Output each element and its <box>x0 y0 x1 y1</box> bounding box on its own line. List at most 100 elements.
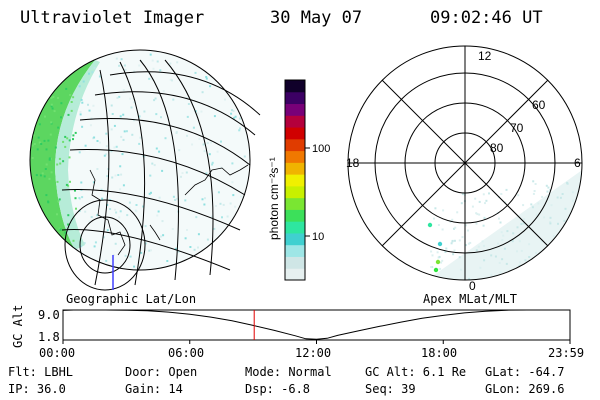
speckle-dot <box>490 273 493 276</box>
speckle-dot <box>536 267 539 270</box>
polar-diagonal <box>381 79 549 247</box>
speckle-dot <box>65 65 68 68</box>
coastline-south-america <box>89 169 126 256</box>
speckle-dot <box>484 202 486 205</box>
speckle-dot <box>433 281 435 283</box>
speckle-dot <box>93 245 96 248</box>
speckle-dot <box>520 249 523 252</box>
speckle-dot <box>210 141 212 144</box>
speckle-dot <box>445 247 448 250</box>
speckle-dot <box>120 135 123 138</box>
speckle-dot <box>64 135 67 138</box>
speckle-dot <box>577 248 580 251</box>
speckle-dot <box>497 283 499 285</box>
speckle-dot <box>498 261 501 264</box>
speckle-dot <box>451 282 453 284</box>
info-gc-alt: GC Alt: 6.1 Re <box>365 365 467 379</box>
speckle-dot <box>44 168 47 170</box>
speckle-dot <box>153 164 156 167</box>
geo-lon-line <box>119 61 146 286</box>
altitude-plot-frame <box>62 309 571 341</box>
altitude-y-label: GC Alt <box>11 305 25 348</box>
speckle-dot <box>74 189 76 192</box>
speckle-dot <box>580 196 582 199</box>
speckle-dot <box>231 162 234 165</box>
speckle-dot <box>432 280 434 282</box>
speckle-dot <box>133 70 136 73</box>
speckle-dot <box>195 216 198 219</box>
speckle-dot <box>548 264 551 267</box>
speckle-dot <box>552 234 555 237</box>
speckle-dot <box>115 145 118 148</box>
speckle-dot <box>160 235 163 238</box>
speckle-dot <box>229 202 232 205</box>
speckle-dot <box>553 264 556 267</box>
speckle-dot <box>84 210 87 213</box>
colorbar-segment <box>285 174 305 187</box>
speckle-dot <box>460 202 463 205</box>
speckle-dot <box>105 153 108 156</box>
speckle-dot <box>153 99 156 102</box>
speckle-dot <box>69 94 72 96</box>
speckle-dot <box>49 133 52 136</box>
speckle-dot <box>78 151 81 154</box>
speckle-dot <box>45 68 48 71</box>
speckle-dot <box>570 283 572 285</box>
speckle-dot <box>481 240 484 243</box>
speckle-dot <box>175 197 178 200</box>
speckle-dot <box>111 113 114 115</box>
mlat-label-60: 60 <box>532 98 546 112</box>
xtick-label-1800: 18:00 <box>421 346 457 360</box>
speckle-dot <box>45 232 48 235</box>
speckle-dot <box>148 192 151 195</box>
speckle-dot <box>72 138 74 141</box>
speckle-dot <box>556 272 559 275</box>
speckle-dot <box>557 236 560 239</box>
xtick-label-2359: 23:59 <box>548 346 584 360</box>
speckle-dot <box>41 217 44 220</box>
speckle-dot <box>157 210 160 213</box>
speckle-dot <box>579 236 581 239</box>
speckle-dot <box>459 268 462 271</box>
speckle-dot <box>181 172 184 175</box>
speckle-dot <box>500 231 503 234</box>
speckle-dot <box>571 252 574 255</box>
speckle-dot <box>200 110 203 113</box>
speckle-dot <box>54 146 57 149</box>
speckle-dot <box>474 197 477 200</box>
speckle-dot <box>439 267 442 270</box>
speckle-dot <box>58 252 61 255</box>
speckle-dot <box>156 214 159 217</box>
speckle-dot <box>74 131 77 134</box>
mlat-label-70: 70 <box>510 121 524 135</box>
speckle-dot <box>110 104 113 107</box>
speckle-dot <box>80 245 83 248</box>
speckle-dot <box>43 77 46 79</box>
speckle-dot <box>540 240 543 243</box>
speckle-dot <box>75 207 77 210</box>
speckle-dot <box>465 224 467 227</box>
speckle-dot <box>517 194 520 197</box>
speckle-dot <box>482 193 485 196</box>
geo-image-disk <box>30 50 250 270</box>
polar-panel-label: Apex MLat/MLT <box>423 292 517 306</box>
speckle-dot <box>178 149 181 152</box>
speckle-dot <box>122 138 125 141</box>
speckle-dot <box>151 59 154 62</box>
speckle-dot <box>519 261 521 264</box>
speckle-dot <box>155 113 158 116</box>
speckle-dot <box>549 189 552 192</box>
speckle-dot <box>460 284 462 286</box>
speckle-dot <box>50 121 53 124</box>
speckle-dot <box>92 104 95 107</box>
speckle-dot <box>475 249 478 252</box>
speckle-dot <box>143 110 146 113</box>
speckle-dot <box>483 259 486 262</box>
speckle-dot <box>545 184 548 187</box>
speckle-dot <box>113 146 116 149</box>
speckle-dot <box>564 207 567 210</box>
speckle-dot <box>549 216 552 219</box>
speckle-dot <box>100 188 103 191</box>
speckle-dot <box>451 218 454 221</box>
speckle-dot <box>57 80 60 82</box>
